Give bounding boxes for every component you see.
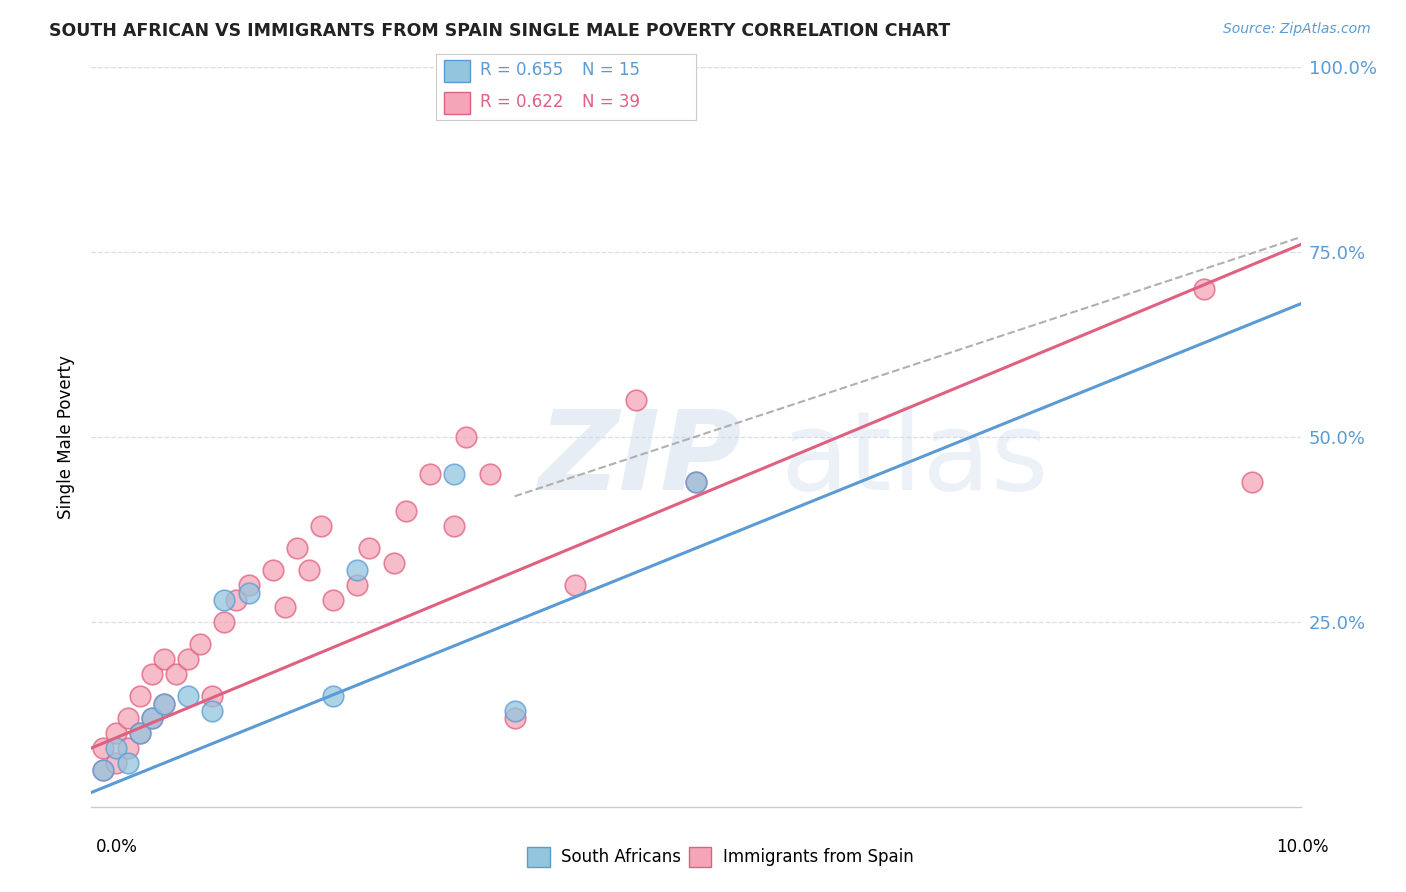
Text: 0.0%: 0.0%	[96, 838, 138, 856]
Point	[201, 704, 224, 718]
Point	[93, 764, 115, 778]
Point	[238, 585, 260, 599]
Point	[322, 593, 344, 607]
Point	[128, 726, 150, 740]
Point	[359, 541, 381, 555]
Text: Source: ZipAtlas.com: Source: ZipAtlas.com	[1223, 22, 1371, 37]
Bar	[444, 92, 470, 114]
Point	[298, 563, 321, 577]
Point	[177, 652, 200, 666]
Text: N = 39: N = 39	[582, 93, 640, 111]
Point	[141, 711, 163, 725]
Text: atlas: atlas	[780, 406, 1049, 513]
Point	[443, 519, 465, 533]
Point	[262, 563, 284, 577]
Point	[214, 593, 236, 607]
Point	[104, 741, 127, 756]
Point	[419, 467, 441, 482]
Point	[238, 578, 260, 592]
Text: Immigrants from Spain: Immigrants from Spain	[723, 848, 914, 866]
Point	[104, 756, 127, 770]
Point	[685, 475, 707, 489]
Text: R = 0.622: R = 0.622	[479, 93, 564, 111]
Point	[201, 689, 224, 703]
Point	[165, 667, 187, 681]
Point	[93, 764, 115, 778]
Point	[322, 689, 344, 703]
Point	[93, 741, 115, 756]
Point	[225, 593, 247, 607]
Point	[153, 652, 176, 666]
Point	[285, 541, 308, 555]
Point	[153, 697, 176, 711]
Point	[153, 697, 176, 711]
Point	[503, 711, 526, 725]
Point	[346, 563, 368, 577]
Point	[456, 430, 478, 444]
Bar	[444, 60, 470, 82]
Point	[177, 689, 200, 703]
Text: R = 0.655: R = 0.655	[479, 61, 564, 78]
Point	[624, 392, 647, 407]
Point	[141, 667, 163, 681]
Text: SOUTH AFRICAN VS IMMIGRANTS FROM SPAIN SINGLE MALE POVERTY CORRELATION CHART: SOUTH AFRICAN VS IMMIGRANTS FROM SPAIN S…	[49, 22, 950, 40]
Point	[382, 556, 405, 570]
Point	[503, 704, 526, 718]
Text: ZIP: ZIP	[538, 406, 742, 513]
Point	[309, 519, 332, 533]
Point	[117, 756, 139, 770]
Point	[1192, 282, 1215, 296]
Text: South Africans: South Africans	[561, 848, 681, 866]
Point	[346, 578, 368, 592]
Point	[104, 726, 127, 740]
Point	[479, 467, 502, 482]
Text: 10.0%: 10.0%	[1277, 838, 1329, 856]
Point	[685, 475, 707, 489]
Point	[141, 711, 163, 725]
Point	[117, 741, 139, 756]
Point	[117, 711, 139, 725]
Point	[214, 615, 236, 630]
Point	[395, 504, 418, 518]
Y-axis label: Single Male Poverty: Single Male Poverty	[58, 355, 76, 519]
Point	[274, 600, 297, 615]
Point	[443, 467, 465, 482]
Point	[564, 578, 586, 592]
Point	[128, 689, 150, 703]
Point	[128, 726, 150, 740]
Point	[1241, 475, 1264, 489]
Text: N = 15: N = 15	[582, 61, 640, 78]
Point	[188, 637, 211, 651]
